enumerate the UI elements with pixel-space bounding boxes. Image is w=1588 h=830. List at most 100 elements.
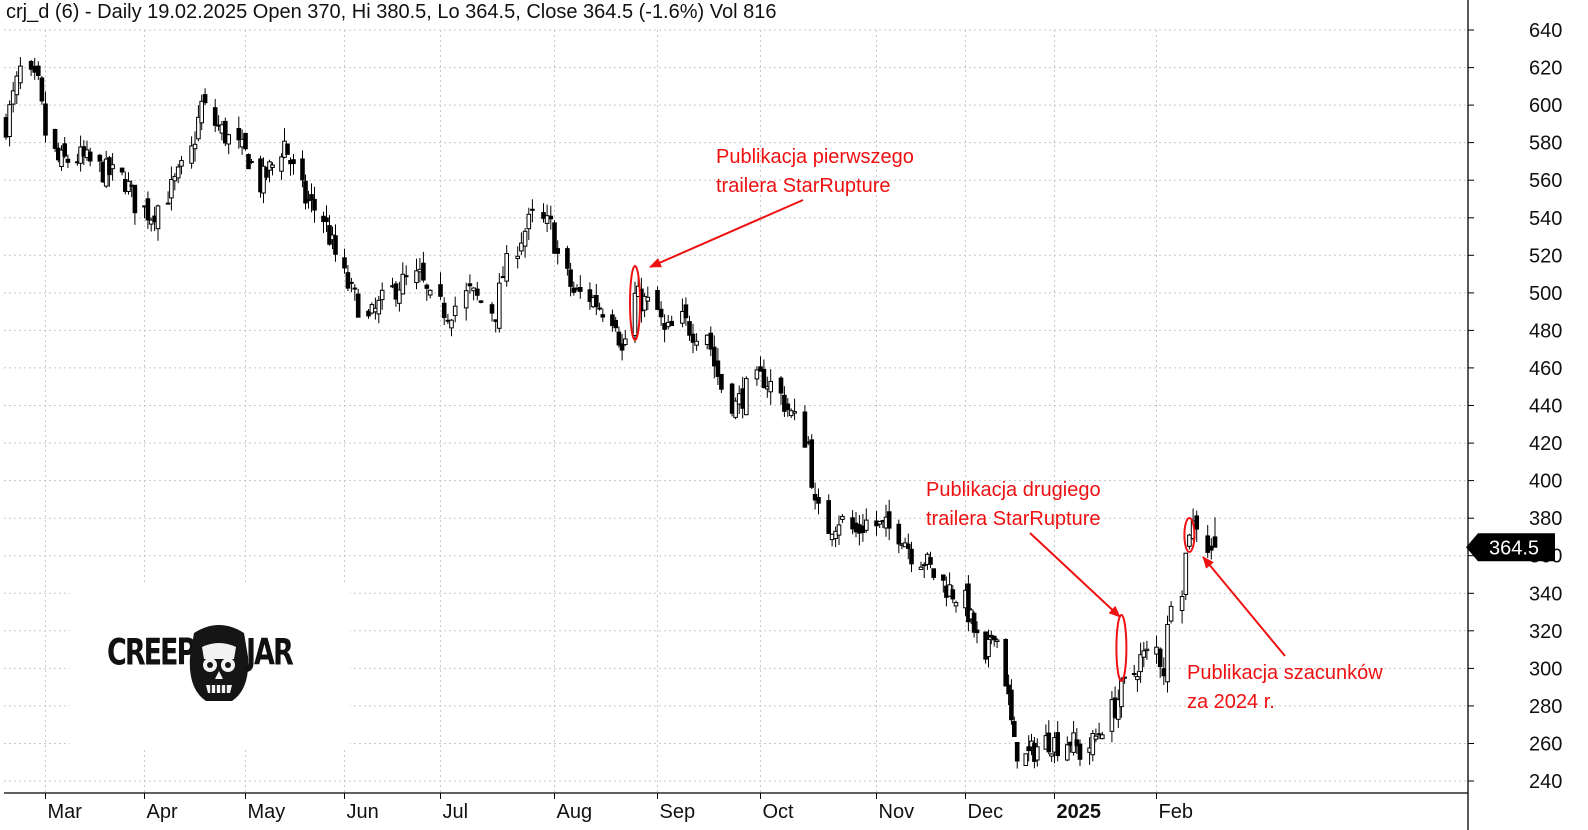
y-tick-label: 440 <box>1529 396 1562 418</box>
candle-body <box>645 296 651 302</box>
candle-body <box>704 334 710 346</box>
annotation-first-trailer: Publikacja pierwszego trailera StarRuptu… <box>716 143 914 201</box>
candle-body <box>1187 534 1192 547</box>
candle-body <box>324 217 329 223</box>
candle-body <box>1006 684 1011 695</box>
candle-body <box>28 61 34 70</box>
candle-body <box>43 103 48 136</box>
candle-body <box>212 107 218 126</box>
candle-body <box>1093 735 1099 740</box>
candle-body <box>565 248 570 269</box>
candle-body <box>1119 678 1124 708</box>
candle-body <box>733 400 738 418</box>
candle-body <box>7 104 12 137</box>
annotation-line: trailera StarRupture <box>926 508 1101 530</box>
candle-body <box>202 94 208 104</box>
chart-header: crj_d (6) - Daily 19.02.2025 Open 370, H… <box>6 1 777 23</box>
candle-body <box>928 557 933 565</box>
candle-body <box>226 134 231 145</box>
candle-body <box>782 394 787 412</box>
candle-body <box>974 629 980 634</box>
candle-body <box>548 215 554 220</box>
candle-body <box>467 283 473 287</box>
y-tick-label: 380 <box>1529 508 1562 530</box>
x-tick-label: Jul <box>443 801 469 823</box>
candle-body <box>1096 733 1102 736</box>
candle-body <box>655 290 660 310</box>
candle-body <box>658 308 664 318</box>
candle-body <box>312 198 317 211</box>
candle-body <box>236 128 242 141</box>
candle-body <box>802 411 808 448</box>
candle-body <box>379 289 385 301</box>
candle-body <box>1090 733 1096 756</box>
candle-body <box>1209 545 1214 551</box>
annotation-line: Publikacja drugiego <box>926 479 1101 501</box>
y-tick-label: 400 <box>1529 471 1562 493</box>
candle-body <box>729 383 735 414</box>
candle-body <box>931 568 937 578</box>
y-tick-label: 240 <box>1529 771 1562 793</box>
x-tick-label: Sep <box>660 801 696 823</box>
candle-body <box>896 523 902 545</box>
y-tick-label: 520 <box>1529 245 1562 267</box>
candle-body <box>1205 535 1211 553</box>
y-tick-label: 500 <box>1529 283 1562 305</box>
candle-body <box>864 519 869 531</box>
candle-body <box>352 287 358 290</box>
candle-body <box>687 321 692 336</box>
x-tick-label: 2025 <box>1057 801 1102 823</box>
x-tick-label: Feb <box>1159 801 1193 823</box>
candle-body <box>345 272 351 289</box>
candle-body <box>427 289 433 296</box>
candle-body <box>719 374 724 390</box>
candle-body <box>309 194 314 200</box>
candle-body <box>519 242 524 252</box>
candle-body <box>403 275 409 278</box>
y-tick-label: 460 <box>1529 358 1562 380</box>
candle-body <box>571 287 577 293</box>
candle-body <box>613 320 619 329</box>
candle-body <box>522 230 528 247</box>
candle-body <box>754 369 760 380</box>
candle-body <box>1194 515 1200 530</box>
candle-body <box>306 199 311 202</box>
candle-body <box>1138 654 1143 673</box>
candle-body <box>32 65 38 73</box>
creepy-jar-logo: CREEPY JAR <box>70 583 350 748</box>
candle-body <box>303 180 308 204</box>
candle-body <box>597 307 602 310</box>
annotation-arrows <box>629 199 1286 682</box>
candle-body <box>1023 753 1029 766</box>
y-tick-label: 640 <box>1529 20 1562 42</box>
candle-body <box>39 77 45 102</box>
candle-body <box>918 566 924 571</box>
candle-body <box>243 132 248 150</box>
candle-body <box>966 583 971 623</box>
candle-body <box>906 543 911 549</box>
candle-body <box>921 564 927 567</box>
candle-body <box>489 304 495 314</box>
candle-body <box>836 524 842 536</box>
y-tick-label: 280 <box>1529 696 1562 718</box>
candle-body <box>452 305 458 317</box>
candle-body <box>778 377 784 394</box>
candle-body <box>1074 739 1080 747</box>
candle-body <box>59 149 64 168</box>
candle-body <box>421 262 426 281</box>
candle-body <box>179 160 184 167</box>
candle-body <box>986 638 991 658</box>
candle-body <box>587 289 593 302</box>
candle-body <box>62 143 68 157</box>
candle-body <box>400 273 406 295</box>
annotation-marker <box>629 265 641 341</box>
x-tick-label: Oct <box>763 801 795 823</box>
candle-body <box>1046 732 1052 753</box>
candle-body <box>424 284 430 289</box>
candle-body <box>1026 746 1032 752</box>
price-candles <box>3 57 1218 769</box>
candle-body <box>97 154 103 162</box>
y-tick-label: 600 <box>1529 95 1562 117</box>
candle-body <box>500 276 506 279</box>
candle-body <box>1141 650 1147 658</box>
